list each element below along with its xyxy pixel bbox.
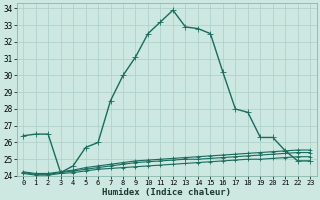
X-axis label: Humidex (Indice chaleur): Humidex (Indice chaleur) [102, 188, 231, 197]
